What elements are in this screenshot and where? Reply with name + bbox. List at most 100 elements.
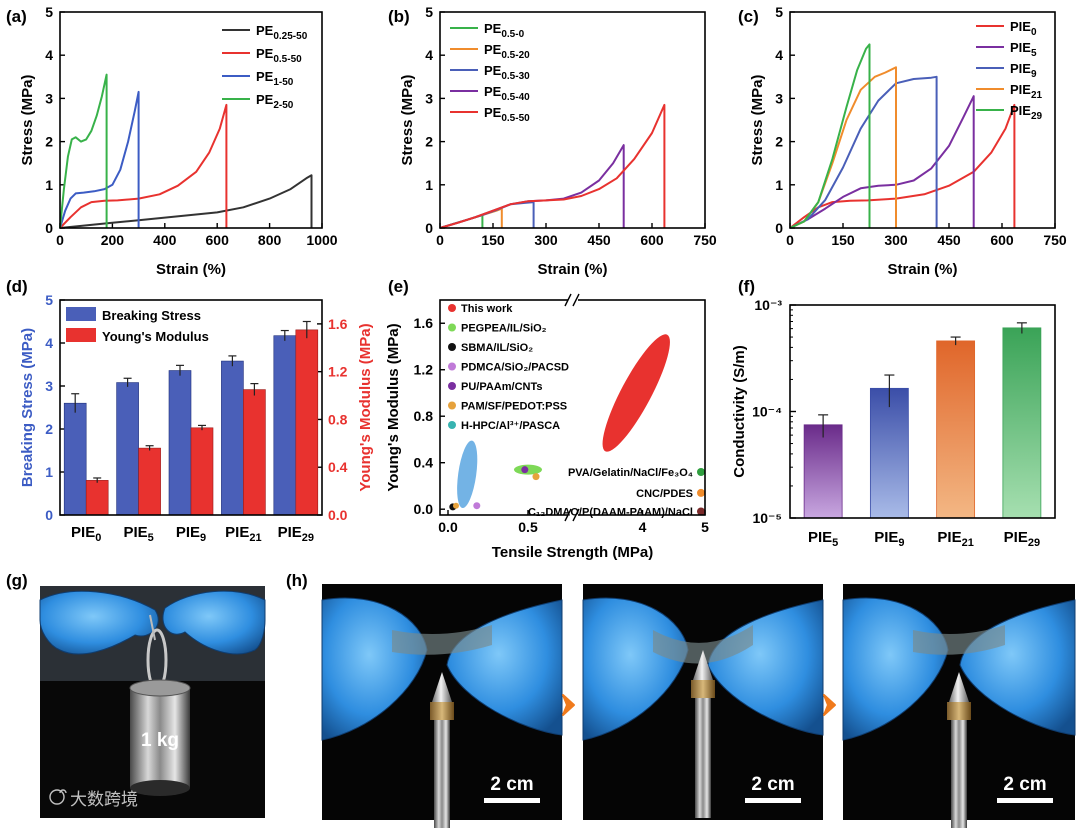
legend-marker [448, 362, 456, 371]
legend-label: PE0.5-50 [484, 105, 530, 124]
bar-youngs-modulus [138, 447, 161, 516]
scale-bar [745, 798, 801, 803]
y-tick-label: 1 [775, 177, 783, 193]
x-category-label: PIE21 [937, 529, 973, 549]
y-tick-label: 5 [425, 4, 433, 20]
bar-breaking-stress [221, 360, 244, 516]
plot-frame [59, 299, 323, 516]
glove-hand [162, 590, 266, 655]
axis-break-mark [572, 508, 580, 522]
weight-base [130, 780, 190, 796]
x-category-label: PIE5 [123, 524, 153, 544]
bar-conductivity [869, 387, 909, 519]
legend-label: PE0.5-20 [484, 42, 530, 61]
x-category-label: PIE29 [278, 524, 314, 544]
needle-tip [432, 672, 452, 702]
needle-collar [947, 702, 971, 720]
panel-label: (f) [738, 277, 755, 296]
x-category-label: PIE21 [225, 524, 261, 544]
point-pu-paam [521, 466, 529, 474]
y-tick-right-label: 0.0 [328, 507, 348, 523]
sequence-arrow-icon [562, 694, 575, 716]
axis-break-mark [572, 293, 580, 307]
y-tick-label: 3 [775, 90, 783, 106]
x-category-label: PIE9 [176, 524, 206, 544]
panel-c: (c) 0 150 300 450 600 750 0 1 2 3 4 5 Strain (%) Stres… [738, 4, 1067, 278]
x-category-label: PIE9 [874, 529, 904, 549]
y-tick-label: 1.6 [414, 315, 434, 331]
series-label: PVA/Gelatin/NaCl/Fe₃O₄ [568, 467, 693, 479]
y-tick-label: 0 [775, 220, 783, 236]
legend-marker [448, 304, 456, 312]
axis-break-mark [564, 508, 572, 522]
region-h-hpc [457, 440, 478, 509]
y-tick-label: 5 [45, 4, 53, 20]
legend-swatch [66, 307, 96, 321]
y-tick-label: 0.4 [414, 455, 434, 471]
legend-label: PIE9 [1010, 61, 1037, 80]
panel-label: (e) [388, 277, 409, 296]
plot-frame [439, 11, 706, 229]
x-category-label: PIE0 [71, 524, 101, 544]
panel-a: (a) 0 200 400 600 800 1000 0 1 2 3 4 5 Strain (%) Stre… [6, 4, 338, 278]
x-category-label: PIE5 [808, 529, 838, 549]
panel-g: (g) 1 kg 大数跨境 [6, 571, 266, 818]
film-strip [913, 625, 1005, 655]
legend-label: PEGPEA/IL/SiO₂ [461, 323, 547, 335]
y-axis-title: Stress (MPa) [749, 75, 766, 166]
watermark-text: 大数跨境 [70, 790, 138, 809]
legend-label: PE0.5-0 [484, 21, 525, 40]
weight-label: 1 kg [141, 730, 179, 751]
needle-tip [949, 672, 969, 702]
film-strip [392, 625, 492, 655]
y-tick-label: 0 [425, 220, 433, 236]
y-tick-right-label: 0.4 [328, 459, 348, 475]
y-tick-label: 1 [45, 177, 53, 193]
y-tick-label: 4 [45, 47, 53, 63]
legend-label: PIE29 [1010, 103, 1043, 122]
y-tick-label: 4 [775, 47, 783, 63]
bar-youngs-modulus [243, 389, 266, 516]
legend-marker [448, 382, 456, 390]
bar-breaking-stress [63, 402, 87, 516]
x-tick-label: 0.0 [438, 519, 458, 535]
y-tick-right-label: 1.6 [328, 316, 348, 332]
x-tick-label: 400 [153, 232, 177, 248]
series-line [439, 144, 625, 229]
legend-label: Breaking Stress [102, 308, 201, 323]
series-line [439, 103, 666, 229]
y-tick-label: 10⁻³ [754, 297, 782, 313]
scale-label: 2 cm [751, 774, 794, 795]
x-tick-label: 0 [786, 232, 794, 248]
needle-shaft [434, 720, 450, 828]
x-tick-label: 150 [831, 232, 855, 248]
x-tick-label: 5 [701, 519, 709, 535]
sequence-arrow-icon [823, 694, 836, 716]
panel-label: (a) [6, 7, 27, 26]
y-tick-right-label: 1.2 [328, 364, 348, 380]
x-tick-label: 750 [693, 232, 717, 248]
y-axis-title: Stress (MPa) [19, 75, 36, 166]
series-line [789, 43, 871, 229]
legend-label: PAM/SF/PEDOT:PSS [461, 401, 567, 413]
legend-label: PE0.5-50 [256, 46, 302, 65]
x-category-label: PIE29 [1004, 529, 1040, 549]
x-tick-label: 0 [56, 232, 64, 248]
legend-label: PE0.5-40 [484, 84, 530, 103]
y-tick-label: 3 [425, 90, 433, 106]
legend-label: This work [461, 303, 513, 315]
legend-marker [448, 421, 456, 429]
point-cnc [697, 488, 705, 497]
plot-frame [789, 304, 1056, 519]
scale-label: 2 cm [1003, 774, 1046, 795]
y-tick-label: 2 [45, 134, 53, 150]
y-tick-label: 4 [45, 335, 53, 351]
x-tick-label: 450 [937, 232, 961, 248]
x-tick-label: 200 [101, 232, 125, 248]
x-tick-label: 600 [990, 232, 1014, 248]
panel-h: (h) 2 cm 2 cm 2 cm [286, 571, 1076, 828]
panel-label: (b) [388, 7, 410, 26]
x-tick-label: 800 [258, 232, 282, 248]
scale-bar [997, 798, 1053, 803]
legend-label: PE0.5-30 [484, 63, 530, 82]
